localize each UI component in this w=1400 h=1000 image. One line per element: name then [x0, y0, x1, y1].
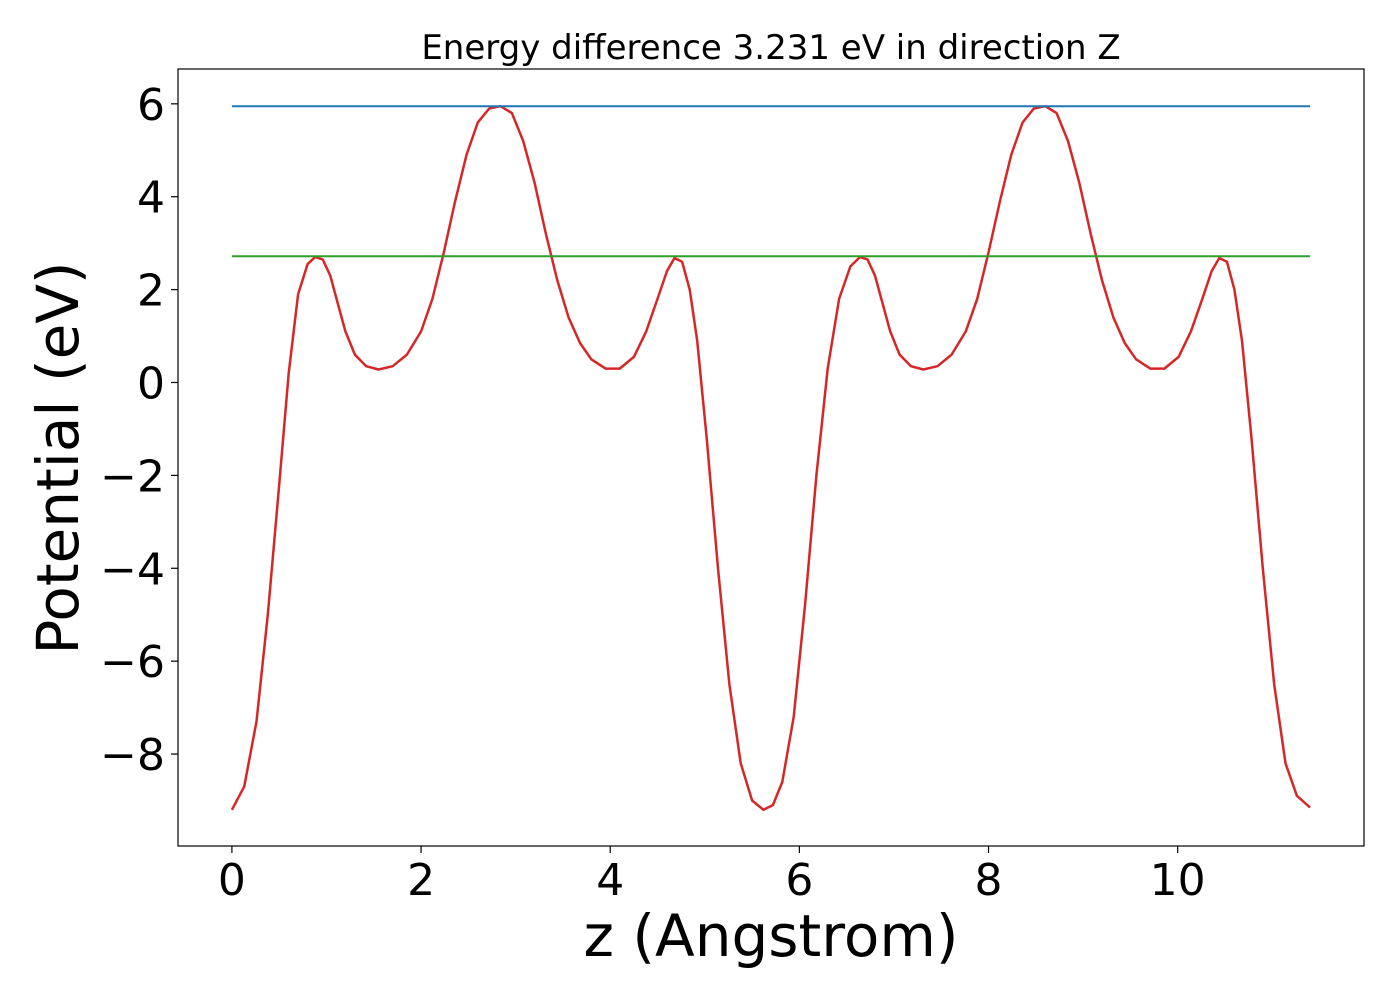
y-tick-label: −4 — [100, 544, 165, 595]
series-layer — [230, 104, 1311, 812]
y-tick-label: 0 — [137, 358, 165, 409]
x-axis-ticks: 0 2 4 6 8 10 — [218, 846, 1206, 906]
chart-title: Energy difference 3.231 eV in direction … — [421, 28, 1120, 68]
x-tick-label: 2 — [407, 855, 435, 906]
y-axis-label: Potential (eV) — [24, 261, 92, 654]
x-tick-label: 10 — [1150, 855, 1206, 906]
y-axis-ticks: 6 4 2 0 −2 −4 −6 −8 — [100, 80, 178, 781]
y-tick-label: −6 — [100, 637, 165, 688]
x-tick-label: 8 — [975, 855, 1003, 906]
x-tick-label: 6 — [785, 855, 813, 906]
x-tick-label: 4 — [596, 855, 624, 906]
x-axis-label: z (Angstrom) — [584, 902, 959, 970]
plot-frame — [177, 68, 1365, 847]
y-tick-label: 6 — [137, 80, 165, 131]
y-tick-label: −2 — [100, 451, 165, 502]
series-line-0 — [230, 104, 1311, 812]
y-tick-label: −8 — [100, 730, 165, 781]
x-tick-label: 0 — [218, 855, 246, 906]
y-tick-label: 2 — [137, 266, 165, 317]
y-tick-label: 4 — [137, 173, 165, 224]
